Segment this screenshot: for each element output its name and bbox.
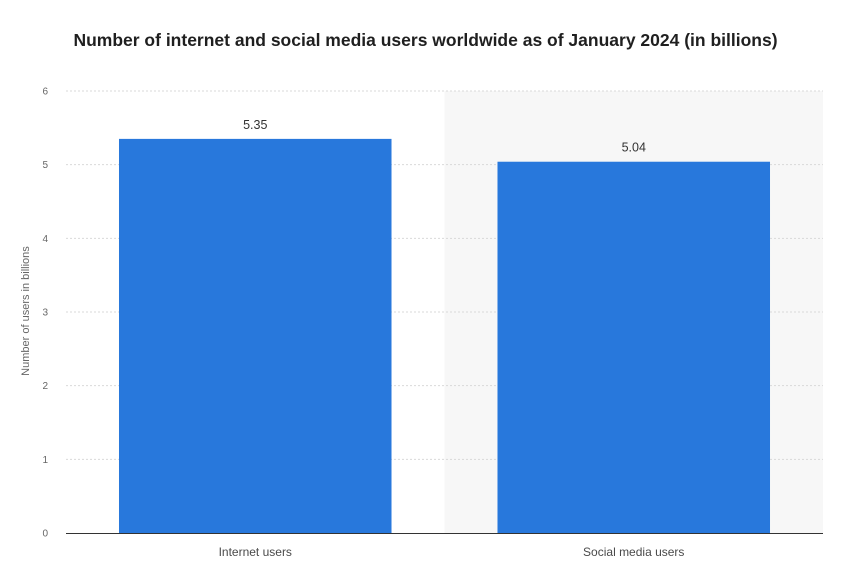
y-tick-label: 0 — [42, 529, 48, 540]
y-tick-label: 4 — [42, 234, 48, 245]
category-label: Social media users — [583, 545, 684, 559]
y-tick-labels: 0 1 2 3 4 5 6 — [42, 87, 48, 540]
bars — [118, 138, 771, 533]
y-tick-label: 3 — [42, 308, 48, 319]
bar — [118, 138, 392, 533]
chart-title: Number of internet and social media user… — [73, 30, 778, 50]
value-label: 5.35 — [243, 118, 267, 132]
category-label: Internet users — [219, 545, 292, 559]
y-tick-label: 1 — [42, 455, 48, 466]
y-tick-label: 2 — [42, 381, 48, 392]
y-tick-label: 6 — [42, 87, 48, 98]
category-labels: Internet users Social media users — [219, 545, 685, 559]
y-tick-label: 5 — [42, 160, 48, 171]
bar — [497, 161, 771, 533]
value-label: 5.04 — [622, 141, 646, 155]
value-labels: 5.35 5.04 — [243, 118, 646, 155]
